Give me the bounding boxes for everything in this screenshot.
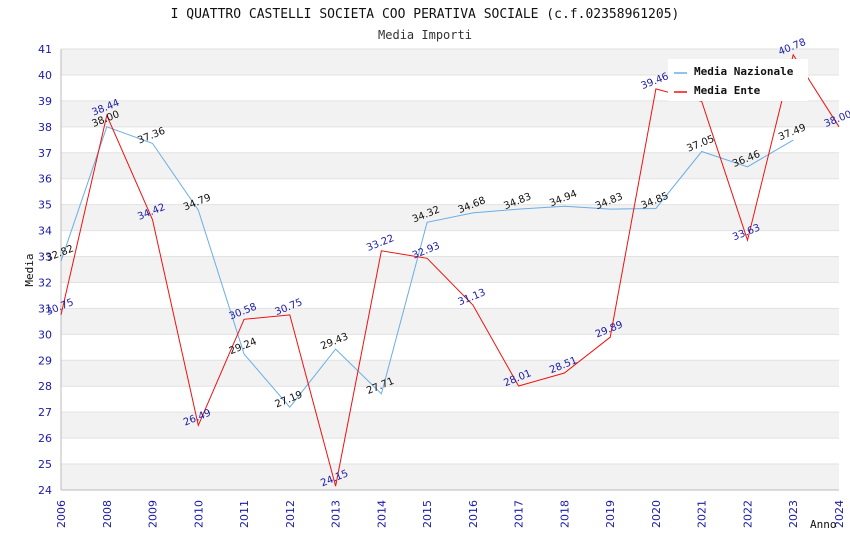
- y-tick-label: 34: [38, 225, 52, 238]
- x-tick-label: 2008: [101, 500, 114, 528]
- chart-title: I QUATTRO CASTELLI SOCIETA COO PERATIVA …: [171, 7, 680, 22]
- x-tick-labels: 2006 2008 2009 2010 2011 2012 2013 2014 2015 2016…: [55, 500, 846, 528]
- grid-band: [61, 100, 839, 127]
- grid-band: [61, 334, 839, 361]
- grid-band: [61, 256, 839, 283]
- legend: Media Nazionale Media Ente: [668, 59, 808, 101]
- y-tick-label: 35: [38, 199, 52, 212]
- x-tick-label: 2017: [513, 500, 526, 528]
- grid-band: [61, 412, 839, 439]
- grid-band: [61, 282, 839, 309]
- legend-label-media-nazionale: Media Nazionale: [694, 65, 794, 78]
- legend-label-media-ente: Media Ente: [694, 84, 761, 97]
- grid-band: [61, 126, 839, 153]
- series-lines: [60, 53, 840, 487]
- y-tick-label: 36: [38, 173, 52, 186]
- grid-band: [61, 178, 839, 205]
- y-axis-label: Media: [23, 253, 36, 286]
- x-tick-label: 2011: [238, 500, 251, 528]
- y-tick-label: 28: [38, 380, 52, 393]
- grid-band: [61, 438, 839, 465]
- y-tick-label: 40: [38, 69, 52, 82]
- y-tick-label: 33: [38, 251, 52, 264]
- y-tick-label: 31: [38, 302, 52, 315]
- x-tick-label: 2023: [787, 500, 800, 528]
- x-tick-label: 2006: [55, 500, 68, 528]
- y-tick-label: 26: [38, 432, 52, 445]
- x-tick-label: 2018: [558, 500, 571, 528]
- x-axis-label: Anno: [810, 518, 837, 531]
- y-tick-label: 37: [38, 147, 52, 160]
- y-tick-label: 25: [38, 458, 52, 471]
- y-tick-label: 24: [38, 484, 52, 497]
- y-tick-label: 29: [38, 354, 52, 367]
- x-tick-label: 2014: [375, 500, 388, 528]
- series-line-media-nazionale: [60, 126, 794, 408]
- grid-band: [61, 386, 839, 413]
- x-tick-label: 2013: [330, 500, 343, 528]
- grid-bands: [61, 49, 839, 490]
- grid-band: [61, 464, 839, 490]
- y-tick-label: 32: [38, 276, 52, 289]
- x-tick-label: 2019: [604, 500, 617, 528]
- series-line-media-ente: [60, 53, 840, 487]
- x-tick-label: 2015: [421, 500, 434, 528]
- grid-band: [61, 360, 839, 387]
- x-tick-label: 2020: [650, 500, 663, 528]
- y-tick-label: 41: [38, 43, 52, 56]
- y-tick-labels: 24 25 26 27 28 29 30 31 32 33 34 35 36 37 38 39 40 41: [38, 43, 52, 497]
- x-tick-label: 2016: [467, 500, 480, 528]
- grid-band: [61, 308, 839, 335]
- chart-subtitle: Media Importi: [378, 28, 472, 42]
- y-tick-label: 38: [38, 121, 52, 134]
- y-tick-label: 27: [38, 406, 52, 419]
- x-tick-label: 2024: [833, 500, 846, 528]
- x-tick-label: 2022: [741, 500, 754, 528]
- grid-band: [61, 152, 839, 179]
- y-tick-label: 30: [38, 328, 52, 341]
- x-tick-label: 2012: [284, 500, 297, 528]
- x-tick-label: 2010: [192, 500, 205, 528]
- y-tick-label: 39: [38, 95, 52, 108]
- x-tick-label: 2021: [696, 500, 709, 528]
- grid-lines: [61, 48, 839, 491]
- legend-box: [668, 59, 808, 101]
- x-tick-label: 2009: [147, 500, 160, 528]
- grid-band: [61, 230, 839, 257]
